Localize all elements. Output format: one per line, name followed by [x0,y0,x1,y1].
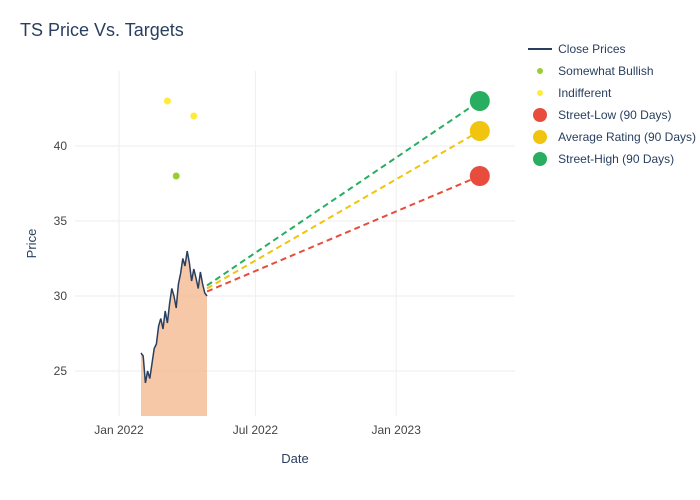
y-tick-label: 40 [54,139,68,153]
legend-item: Average Rating (90 Days) [528,128,696,146]
target-dot [470,91,490,111]
legend-label: Somewhat Bullish [558,64,653,78]
legend: Close Prices Somewhat Bullish Indifferent S… [528,40,696,172]
y-tick-label: 30 [54,289,68,303]
legend-item: Indifferent [528,84,696,102]
projection-line [207,131,480,289]
x-tick-label: Jan 2023 [372,423,422,437]
legend-label: Street-Low (90 Days) [558,108,671,122]
chart-title: TS Price Vs. Targets [20,20,680,41]
legend-label: Average Rating (90 Days) [558,130,696,144]
x-axis-label: Date [281,451,308,466]
y-tick-label: 35 [54,214,68,228]
legend-item: Street-High (90 Days) [528,150,696,168]
legend-swatch [533,152,547,166]
target-dot [470,166,490,186]
close-prices-area [141,251,207,416]
x-tick-label: Jan 2022 [94,423,144,437]
legend-item: Somewhat Bullish [528,62,696,80]
legend-label: Street-High (90 Days) [558,152,674,166]
analyst-dot [173,173,180,180]
legend-swatch [533,130,547,144]
legend-label: Indifferent [558,86,611,100]
y-tick-label: 25 [54,364,68,378]
chart-container: TS Price Vs. Targets 25 30 35 40 Jan 2022 Jul… [0,0,700,500]
legend-item: Close Prices [528,40,696,58]
target-dot [470,121,490,141]
x-tick-label: Jul 2022 [233,423,279,437]
legend-swatch [537,68,543,74]
legend-label: Close Prices [558,42,625,56]
legend-swatch [533,108,547,122]
analyst-dot [164,98,171,105]
legend-swatch [537,90,543,96]
legend-swatch [528,48,552,50]
legend-item: Street-Low (90 Days) [528,106,696,124]
analyst-dot [190,113,197,120]
y-axis-label: Price [24,229,39,259]
